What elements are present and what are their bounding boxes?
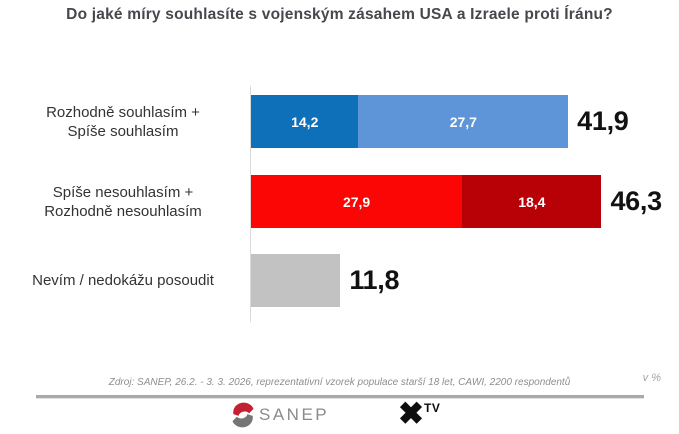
category-label-line: Spíše nesouhlasím + [52, 183, 194, 201]
category-label-line: Nevím / nedokážu posoudit [32, 272, 214, 289]
category-label-line: Spíše souhlasím [67, 122, 179, 140]
xtv-logo: ✖ TV [398, 398, 440, 432]
bar-total-label: 11,8 [349, 265, 400, 295]
category-label-line: Rozhodně nesouhlasím [44, 202, 202, 220]
bar-segment [251, 254, 341, 307]
bar-segment: 27,7 [358, 95, 569, 148]
bar-row: Nevím / nedokážu posoudit 11,8 [0, 254, 679, 307]
category-label-line: Rozhodně souhlasím + [46, 103, 200, 121]
stacked-bar: 14,2 27,7 41,9 [251, 95, 629, 148]
xtv-tv-text: TV [423, 401, 441, 415]
segment-value-label: 14,2 [291, 113, 319, 130]
segment-value-label: 27,7 [449, 113, 477, 130]
sanep-logo-icon [232, 402, 254, 428]
bar-row: Spíše nesouhlasím + Rozhodně nesouhlasím 2… [0, 175, 679, 228]
category-label: Rozhodně souhlasím + Spíše souhlasím [0, 95, 246, 148]
xtv-x-icon: ✖ [398, 396, 424, 431]
bar-segment: 14,2 [251, 95, 359, 148]
source-note: Zdroj: SANEP, 26.2. - 3. 3. 2026, reprez… [108, 377, 571, 388]
y-axis-line [250, 86, 251, 322]
bar-segment: 27,9 [251, 175, 463, 228]
stacked-bar: 11,8 [251, 254, 399, 307]
category-label: Spíše nesouhlasím + Rozhodně nesouhlasím [0, 175, 246, 228]
unit-note: v % [642, 372, 661, 384]
category-label: Nevím / nedokážu posoudit [0, 254, 246, 307]
segment-value-label: 27,9 [342, 193, 371, 210]
bar-row: Rozhodně souhlasím + Spíše souhlasím 14,2 2… [0, 95, 679, 148]
chart-title: Do jaké míry souhlasíte s vojenským zása… [66, 6, 613, 23]
bar-total-label: 46,3 [610, 186, 662, 216]
bar-total-label: 41,9 [577, 106, 629, 136]
bar-segment: 18,4 [462, 175, 602, 228]
sanep-logo-text: SANEP [259, 405, 330, 424]
stacked-bar: 27,9 18,4 46,3 [251, 175, 662, 228]
footer-divider [36, 395, 644, 399]
sanep-logo: SANEP [229, 400, 329, 430]
segment-value-label: 18,4 [518, 193, 546, 210]
